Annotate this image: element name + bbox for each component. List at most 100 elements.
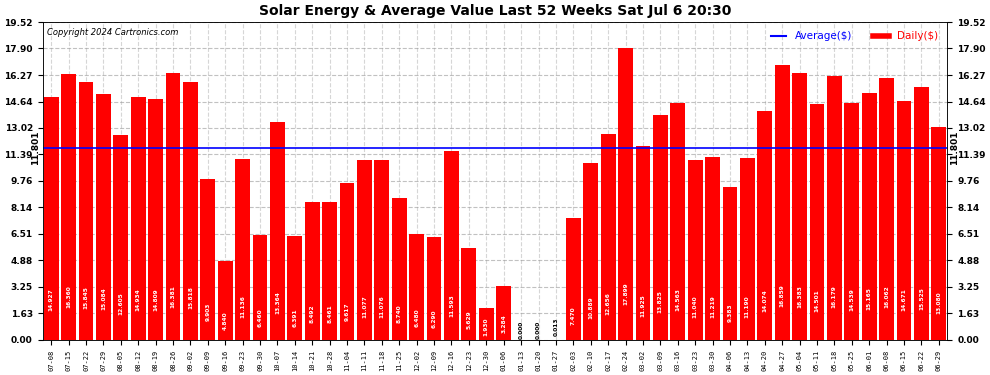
Bar — [827, 76, 842, 340]
Bar — [479, 309, 494, 340]
Bar — [566, 218, 581, 340]
Bar — [61, 74, 76, 340]
Bar — [618, 48, 633, 340]
Text: 15.084: 15.084 — [101, 288, 106, 310]
Text: 0.000: 0.000 — [536, 321, 541, 339]
Text: 6.460: 6.460 — [257, 309, 262, 327]
Text: 15.818: 15.818 — [188, 286, 193, 309]
Text: 15.525: 15.525 — [919, 286, 924, 309]
Bar — [844, 103, 859, 340]
Bar — [340, 183, 354, 340]
Text: 8.740: 8.740 — [397, 304, 402, 323]
Text: 12.656: 12.656 — [606, 292, 611, 315]
Text: 5.629: 5.629 — [466, 310, 471, 329]
Bar — [775, 65, 790, 340]
Text: 14.934: 14.934 — [136, 288, 141, 311]
Bar — [287, 236, 302, 340]
Text: 4.840: 4.840 — [223, 312, 228, 330]
Bar — [357, 159, 372, 340]
Text: 0.000: 0.000 — [519, 321, 524, 339]
Text: 14.074: 14.074 — [762, 290, 767, 312]
Bar — [688, 160, 703, 340]
Text: 14.809: 14.809 — [153, 288, 158, 311]
Text: 10.889: 10.889 — [588, 296, 593, 319]
Bar — [723, 187, 738, 340]
Text: 14.539: 14.539 — [849, 289, 854, 312]
Bar — [252, 235, 267, 340]
Text: 17.899: 17.899 — [623, 282, 628, 305]
Bar — [200, 178, 215, 340]
Bar — [636, 146, 650, 340]
Text: 6.391: 6.391 — [292, 309, 297, 327]
Bar — [270, 122, 285, 340]
Bar — [236, 159, 250, 340]
Text: 0.013: 0.013 — [553, 318, 558, 336]
Bar — [409, 234, 424, 340]
Text: 13.364: 13.364 — [275, 291, 280, 314]
Bar — [374, 160, 389, 340]
Text: 16.360: 16.360 — [66, 285, 71, 308]
Text: 7.470: 7.470 — [571, 307, 576, 325]
Bar — [392, 198, 407, 340]
Bar — [445, 151, 459, 340]
Bar — [323, 202, 337, 340]
Text: 11.593: 11.593 — [449, 294, 454, 317]
Text: 15.165: 15.165 — [866, 287, 871, 310]
Text: 3.284: 3.284 — [501, 315, 506, 333]
Bar — [496, 286, 511, 340]
Bar — [114, 135, 129, 340]
Bar — [461, 248, 476, 340]
Text: 12.605: 12.605 — [119, 292, 124, 315]
Text: 11.925: 11.925 — [641, 294, 645, 316]
Bar — [740, 158, 754, 340]
Bar — [792, 73, 807, 340]
Text: 16.062: 16.062 — [884, 286, 889, 309]
Bar — [601, 134, 616, 340]
Bar — [757, 111, 772, 340]
Text: 16.383: 16.383 — [797, 285, 802, 308]
Bar — [44, 97, 58, 340]
Text: Copyright 2024 Cartronics.com: Copyright 2024 Cartronics.com — [48, 28, 178, 38]
Text: 14.501: 14.501 — [815, 289, 820, 312]
Text: 11.801: 11.801 — [950, 130, 959, 165]
Bar — [148, 99, 163, 340]
Bar — [932, 127, 946, 340]
Text: 14.927: 14.927 — [49, 288, 53, 311]
Bar — [183, 82, 198, 340]
Text: 8.461: 8.461 — [327, 304, 333, 323]
Text: 11.077: 11.077 — [362, 296, 367, 318]
Text: 16.859: 16.859 — [780, 284, 785, 307]
Bar — [427, 237, 442, 340]
Text: 14.563: 14.563 — [675, 288, 680, 311]
Text: 8.492: 8.492 — [310, 304, 315, 323]
Text: 9.903: 9.903 — [205, 302, 210, 321]
Text: 6.290: 6.290 — [432, 309, 437, 328]
Bar — [653, 115, 667, 340]
Bar — [583, 163, 598, 340]
Bar — [96, 94, 111, 340]
Text: 11.219: 11.219 — [710, 295, 715, 318]
Bar — [914, 87, 929, 340]
Bar — [131, 97, 146, 340]
Text: 1.930: 1.930 — [484, 318, 489, 336]
Bar — [218, 261, 233, 340]
Bar — [705, 157, 720, 340]
Text: 13.080: 13.080 — [937, 292, 941, 314]
Text: 9.383: 9.383 — [728, 303, 733, 321]
Text: 6.480: 6.480 — [414, 309, 419, 327]
Bar — [861, 93, 876, 340]
Text: 13.825: 13.825 — [657, 290, 663, 313]
Bar — [810, 104, 825, 340]
Text: 11.136: 11.136 — [241, 295, 246, 318]
Text: 14.671: 14.671 — [902, 288, 907, 311]
Bar — [897, 101, 912, 340]
Bar — [879, 78, 894, 340]
Text: 16.179: 16.179 — [832, 285, 837, 308]
Text: 15.845: 15.845 — [83, 286, 88, 309]
Bar — [670, 103, 685, 340]
Text: 11.076: 11.076 — [379, 296, 384, 318]
Bar — [305, 202, 320, 340]
Text: 16.381: 16.381 — [170, 285, 175, 308]
Text: 11.190: 11.190 — [744, 296, 749, 318]
Bar — [78, 82, 93, 340]
